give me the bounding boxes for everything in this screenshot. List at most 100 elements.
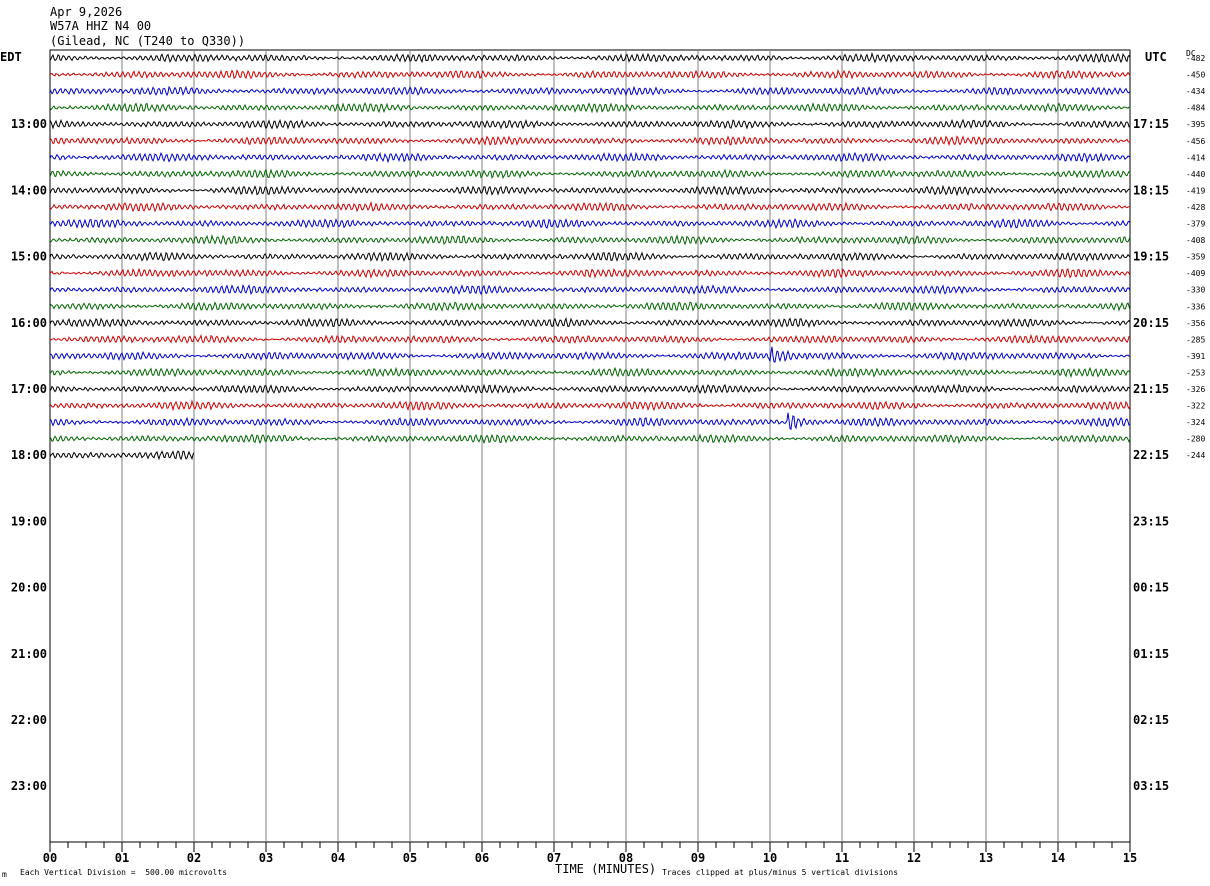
trace-line: [49, 151, 1131, 164]
dc-offset-label: -484: [1186, 104, 1205, 113]
corner-mark: m: [2, 870, 7, 879]
dc-offset-label: -456: [1186, 137, 1205, 146]
trace-line: [49, 51, 1131, 64]
right-hour-label: 19:15: [1133, 250, 1169, 264]
trace-line: [49, 201, 1131, 213]
x-tick-label: 07: [547, 851, 561, 865]
right-hour-label: 01:15: [1133, 647, 1169, 661]
trace-line: [49, 135, 1130, 147]
x-tick-label: 08: [619, 851, 633, 865]
x-tick-label: 00: [43, 851, 57, 865]
x-tick-label: 15: [1123, 851, 1137, 865]
right-hour-label: 21:15: [1133, 382, 1169, 396]
scale-note: Each Vertical Division = 500.00 microvol…: [20, 868, 228, 877]
trace-line: [49, 233, 1131, 246]
dc-offset-label: -440: [1186, 170, 1205, 179]
x-tick-label: 03: [259, 851, 273, 865]
trace-line: [49, 184, 1131, 197]
right-hour-label: 22:15: [1133, 448, 1169, 462]
trace-line: [49, 333, 1131, 345]
left-hour-label: 15:00: [11, 250, 47, 264]
left-hour-label: 19:00: [11, 514, 47, 528]
trace-line: [49, 433, 1131, 445]
dc-offset-label: -408: [1186, 236, 1205, 245]
dc-offset-label: -434: [1186, 87, 1205, 96]
left-hour-label: 14:00: [11, 183, 47, 197]
trace-line: [49, 399, 1131, 412]
x-tick-label: 14: [1051, 851, 1065, 865]
dc-offset-label: -330: [1186, 286, 1205, 295]
clip-note: Traces clipped at plus/minus 5 vertical …: [662, 868, 899, 877]
edt-label: EDT: [0, 50, 22, 64]
left-hour-label: 17:00: [11, 382, 47, 396]
trace-line: [49, 267, 1131, 279]
dc-offset-label: -336: [1186, 302, 1205, 311]
left-hour-label: 16:00: [11, 316, 47, 330]
dc-offset-label: -414: [1186, 153, 1205, 162]
x-axis-label: TIME (MINUTES): [555, 862, 657, 876]
right-hour-label: 20:15: [1133, 316, 1169, 330]
dc-offset-label: -379: [1186, 220, 1205, 229]
x-tick-label: 01: [115, 851, 129, 865]
header-date: Apr 9,2026: [50, 5, 123, 19]
right-hour-label: 00:15: [1133, 581, 1169, 595]
dc-offset-label: -356: [1186, 319, 1205, 328]
dc-offset-label: -322: [1186, 402, 1205, 411]
trace-line: [49, 366, 1131, 379]
dc-offset-label: -450: [1186, 71, 1205, 80]
left-hour-label: 22:00: [11, 713, 47, 727]
trace-line: [49, 168, 1131, 180]
trace-line: [49, 85, 1131, 97]
right-hour-label: 17:15: [1133, 117, 1169, 131]
plot-frame: [49, 49, 1131, 843]
dc-offset-label: -482: [1186, 54, 1205, 63]
left-hour-label: 18:00: [11, 448, 47, 462]
x-tick-label: 02: [187, 851, 201, 865]
right-hour-label: 23:15: [1133, 514, 1169, 528]
x-tick-label: 05: [403, 851, 417, 865]
trace-line: [49, 217, 1131, 230]
dc-offset-label: -428: [1186, 203, 1205, 212]
trace-line: [49, 118, 1131, 130]
left-hour-label: 13:00: [11, 117, 47, 131]
x-tick-label: 13: [979, 851, 993, 865]
left-hour-label: 20:00: [11, 581, 47, 595]
x-tick-label: 11: [835, 851, 849, 865]
trace-line: [49, 283, 1131, 296]
trace-line: [49, 450, 195, 461]
x-tick-label: 04: [331, 851, 345, 865]
x-tick-label: 12: [907, 851, 921, 865]
trace-line: [49, 251, 1131, 263]
dc-offset-label: -395: [1186, 120, 1205, 129]
dc-offset-label: -324: [1186, 418, 1205, 427]
trace-line: [49, 316, 1131, 329]
trace-line: [49, 383, 1131, 395]
trace-line: [49, 412, 1131, 431]
dc-offset-label: -285: [1186, 335, 1205, 344]
header-location: (Gilead, NC (T240 to Q330)): [50, 34, 246, 48]
utc-label: UTC: [1145, 50, 1167, 64]
dc-header: DC: [1186, 49, 1196, 58]
header-station: W57A HHZ N4 00: [50, 19, 152, 33]
dc-offset-label: -253: [1186, 368, 1205, 377]
right-hour-label: 02:15: [1133, 713, 1169, 727]
trace-line: [49, 301, 1131, 313]
x-tick-label: 06: [475, 851, 489, 865]
dc-offset-label: -359: [1186, 253, 1205, 262]
left-hour-label: 23:00: [11, 779, 47, 793]
dc-offset-label: -280: [1186, 435, 1205, 444]
dc-offset-label: -391: [1186, 352, 1205, 361]
dc-offset-label: -419: [1186, 186, 1205, 195]
x-tick-label: 10: [763, 851, 777, 865]
trace-line: [49, 69, 1131, 80]
right-hour-label: 18:15: [1133, 183, 1169, 197]
left-hour-label: 21:00: [11, 647, 47, 661]
trace-line: [49, 346, 1131, 363]
x-tick-label: 09: [691, 851, 705, 865]
dc-offset-label: -326: [1186, 385, 1205, 394]
dc-offset-label: -244: [1186, 451, 1205, 460]
dc-offset-label: -409: [1186, 269, 1205, 278]
trace-line: [49, 101, 1131, 114]
right-hour-label: 03:15: [1133, 779, 1169, 793]
